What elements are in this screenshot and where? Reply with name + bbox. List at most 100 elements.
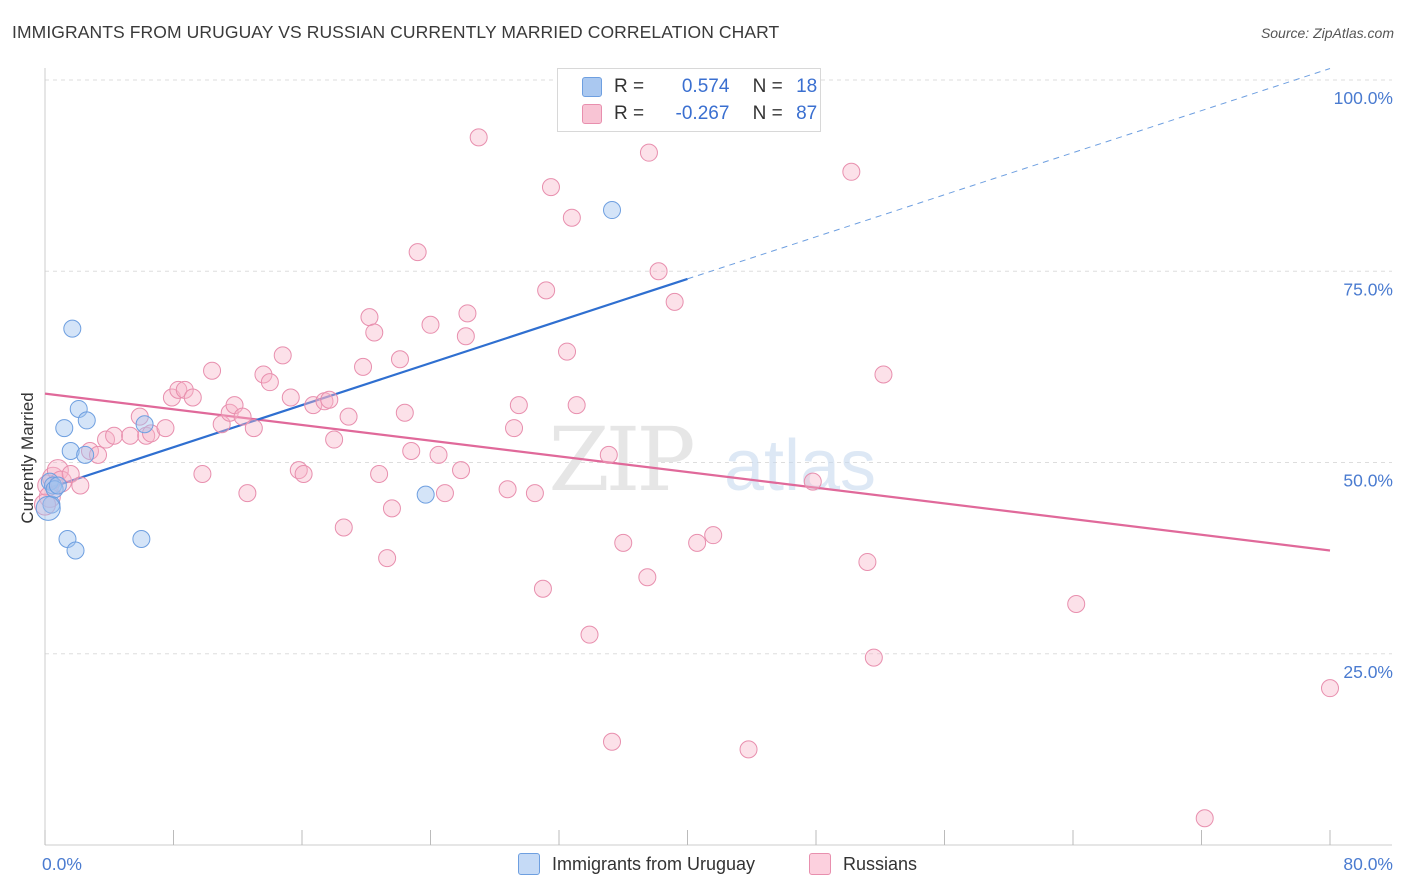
point-russians — [304, 396, 323, 415]
point-russians — [121, 426, 140, 445]
point-russians — [325, 430, 344, 449]
point-russians — [638, 568, 657, 587]
point-uruguay — [603, 201, 622, 220]
point-uruguay — [416, 485, 435, 504]
point-russians — [614, 533, 633, 552]
point-uruguay — [48, 476, 67, 495]
r-value-russians: -0.267 — [675, 103, 730, 124]
bottom-legend-swatch-russians — [809, 853, 831, 875]
y-tick-label: 50.0% — [1343, 471, 1393, 491]
point-russians — [244, 419, 263, 438]
r-label: R = — [614, 76, 645, 97]
point-russians — [558, 342, 577, 361]
point-uruguay — [66, 541, 85, 560]
point-russians — [137, 426, 156, 445]
point-russians — [421, 315, 440, 334]
point-russians — [509, 396, 528, 415]
y-tick-label: 100.0% — [1334, 88, 1393, 108]
point-russians — [203, 361, 222, 380]
point-russians — [395, 403, 414, 422]
point-russians — [599, 445, 618, 464]
bottom-legend-label-uruguay: Immigrants from Uruguay — [552, 853, 756, 874]
r-value-uruguay: 0.574 — [681, 76, 730, 97]
point-russians — [339, 407, 358, 426]
point-uruguay — [135, 415, 154, 434]
point-russians — [803, 472, 822, 491]
point-russians — [505, 419, 524, 438]
point-uruguay — [55, 419, 74, 438]
point-russians — [1067, 595, 1086, 614]
point-russians — [639, 143, 658, 162]
point-uruguay — [63, 319, 82, 338]
point-russians — [1321, 679, 1339, 698]
y-tick-label: 25.0% — [1343, 662, 1393, 682]
point-russians — [688, 533, 707, 552]
point-russians — [580, 625, 599, 644]
x-tick-label: 80.0% — [1343, 854, 1393, 874]
watermark: ZIP atlas — [548, 408, 876, 511]
point-russians — [498, 480, 517, 499]
data-points — [34, 128, 1339, 828]
trend-lines — [44, 68, 1331, 552]
point-russians — [533, 579, 552, 598]
point-russians — [169, 380, 188, 399]
watermark-atlas: atlas — [724, 426, 876, 506]
point-russians — [61, 464, 80, 483]
r-label: R = — [614, 103, 645, 124]
point-russians — [864, 648, 883, 667]
point-russians — [233, 407, 252, 426]
grid-lines — [45, 79, 1392, 655]
point-russians — [665, 292, 684, 311]
bottom-legend-uruguay: Immigrants from Uruguay — [518, 852, 755, 876]
trend-line-uruguay-extension — [687, 68, 1331, 280]
point-russians — [469, 128, 488, 147]
point-russians — [429, 445, 448, 464]
point-russians — [273, 346, 292, 365]
point-uruguay — [76, 445, 95, 464]
x-tick-label: 0.0% — [42, 854, 82, 874]
point-russians — [294, 464, 313, 483]
point-russians — [541, 178, 560, 197]
point-russians — [378, 549, 397, 568]
point-russians — [402, 442, 421, 461]
point-russians — [238, 484, 257, 503]
tick-labels: 25.0% 50.0% 75.0% 100.0% 0.0% 80.0% — [42, 88, 1393, 874]
point-russians — [382, 499, 401, 518]
point-russians — [858, 552, 877, 571]
point-russians — [435, 484, 454, 503]
point-russians — [320, 390, 339, 409]
point-russians — [842, 162, 861, 181]
y-tick-label: 75.0% — [1343, 279, 1393, 299]
point-russians — [649, 262, 668, 281]
bottom-legend-label-russians: Russians — [843, 853, 918, 874]
point-uruguay — [132, 530, 151, 548]
point-russians — [390, 350, 409, 369]
bottom-legend-swatch-uruguay — [518, 853, 540, 875]
n-value-uruguay: 18 — [796, 76, 818, 97]
point-russians — [537, 281, 556, 300]
point-russians — [183, 388, 202, 407]
point-russians — [354, 357, 373, 376]
point-russians — [562, 208, 581, 227]
point-russians — [456, 327, 475, 346]
legend-swatch-uruguay — [582, 77, 602, 97]
point-uruguay — [77, 411, 96, 430]
n-label: N = — [752, 76, 783, 97]
point-russians — [525, 484, 544, 503]
point-russians — [1195, 809, 1214, 828]
bottom-legend-russians: Russians — [809, 852, 917, 876]
source-attribution: Source: ZipAtlas.com — [1260, 25, 1394, 41]
legend-swatch-russians — [582, 104, 602, 124]
point-russians — [370, 464, 389, 483]
point-russians — [334, 518, 353, 537]
point-russians — [89, 445, 108, 464]
point-russians — [105, 426, 124, 445]
point-uruguay — [61, 442, 80, 461]
point-russians — [452, 461, 471, 480]
axes — [44, 68, 1392, 846]
point-russians — [156, 419, 175, 438]
trend-line-uruguay — [44, 277, 688, 491]
point-russians — [260, 373, 279, 392]
point-russians — [567, 396, 586, 415]
